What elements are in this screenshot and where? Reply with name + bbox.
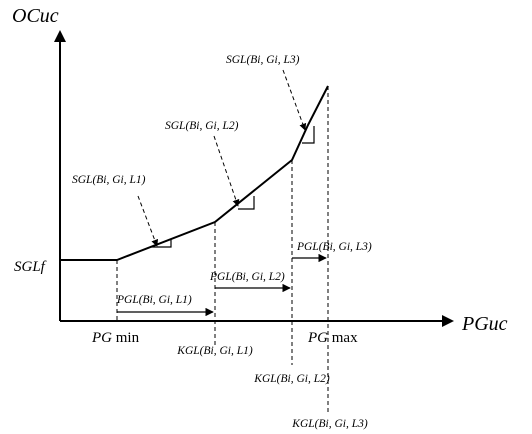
pgl-l3-label: PGL(Bi, Gi, L3): [296, 241, 372, 253]
sgl-l1-label: SGL(Bi, Gi, L1): [72, 174, 146, 186]
pgl-l2-label: PGL(Bi, Gi, L2): [209, 271, 285, 283]
sgl-l1-leader: [137, 195, 159, 247]
y-axis-label: OCuc: [12, 5, 59, 27]
sgl-l3-leader: [282, 69, 307, 131]
kgl-l2-label: KGL(Bi, Gi, L2): [253, 373, 330, 385]
sgl-l3-label: SGL(Bi, Gi, L3): [226, 54, 300, 66]
kgl-l1-label: KGL(Bi, Gi, L1): [176, 345, 253, 357]
sgl-l2-label: SGL(Bi, Gi, L2): [165, 120, 239, 132]
pgmax-label: PG max: [307, 330, 358, 346]
kgl-l3-label: KGL(Bi, Gi, L3): [291, 418, 368, 430]
pgl-l1-label: PGL(Bi, Gi, L1): [116, 294, 192, 306]
sglf-label: SGLf: [14, 259, 47, 275]
slope-triangle-l3: [302, 126, 315, 144]
x-axis-label: PGuc: [461, 313, 508, 335]
slope-triangle-l2: [238, 196, 255, 210]
pgmin-label: PG min: [91, 330, 140, 346]
cost-curve: [60, 85, 329, 261]
slope-triangle-l1: [150, 239, 172, 248]
sgl-l2-leader: [213, 135, 240, 207]
